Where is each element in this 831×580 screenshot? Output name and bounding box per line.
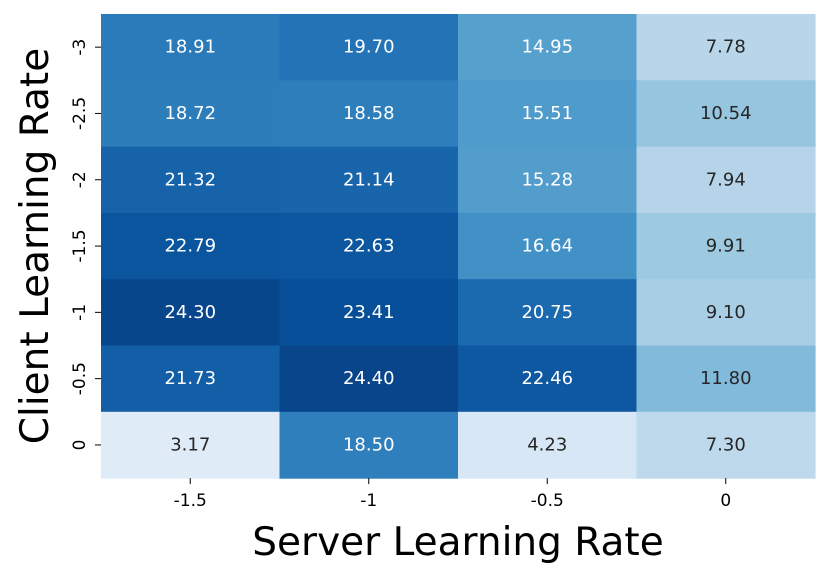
x-axis-title: Server Learning Rate [252, 520, 663, 565]
cell-value-label: 23.41 [343, 302, 395, 323]
heatmap-cell [458, 146, 638, 214]
cell-value-label: 22.63 [343, 236, 395, 257]
cell-value-label: 18.50 [343, 434, 395, 455]
cell-value-label: 3.17 [170, 434, 210, 455]
heatmap-cell [458, 411, 638, 479]
heatmap-cell [636, 146, 816, 214]
heatmap-cell [458, 212, 638, 280]
y-tick-label: -2 [70, 171, 90, 188]
y-tick-label: -2.5 [70, 97, 90, 130]
cell-value-label: 22.46 [521, 368, 573, 389]
cell-value-label: 18.91 [164, 37, 216, 58]
cell-value-label: 16.64 [521, 236, 573, 257]
cell-value-label: 19.70 [343, 37, 395, 58]
cell-value-label: 4.23 [527, 434, 567, 455]
cell-value-label: 7.30 [706, 434, 746, 455]
heatmap-cell [279, 411, 459, 479]
cell-value-label: 7.94 [706, 169, 746, 190]
y-axis-ticks: -3 -2.5 -2 -1.5 -1 -0.5 0 [70, 39, 101, 451]
x-tick-label: 0 [720, 491, 731, 511]
cell-value-label: 24.40 [343, 368, 395, 389]
heatmap-cell [458, 345, 638, 413]
cell-value-label: 22.79 [164, 236, 216, 257]
y-tick-label: -0.5 [70, 362, 90, 395]
y-axis-title: Client Learning Rate [13, 48, 58, 444]
heatmap-cell [458, 279, 638, 347]
cell-value-label: 18.72 [164, 103, 216, 124]
heatmap-cell [636, 212, 816, 280]
y-tick-label: -1.5 [70, 229, 90, 262]
cell-value-label: 14.95 [521, 37, 573, 58]
heatmap-cell [279, 345, 459, 413]
cell-value-label: 21.32 [164, 169, 216, 190]
cell-value-label: 9.91 [706, 236, 746, 257]
heatmap-cell [279, 279, 459, 347]
heatmap-cell [101, 146, 281, 214]
heatmap-cell [636, 80, 816, 148]
heatmap-cell [101, 80, 281, 148]
cell-value-label: 7.78 [706, 37, 746, 58]
heatmap-cell [636, 345, 816, 413]
cell-value-label: 24.30 [164, 302, 216, 323]
heatmap-cell [101, 14, 281, 81]
heatmap-cell [101, 411, 281, 479]
cell-value-label: 10.54 [700, 103, 752, 124]
cell-value-label: 9.10 [706, 302, 746, 323]
heatmap-cell [101, 345, 281, 413]
heatmap-cell [101, 212, 281, 280]
y-tick-label: 0 [70, 440, 90, 451]
cell-value-label: 20.75 [521, 302, 573, 323]
heatmap-cell [279, 212, 459, 280]
heatmap-cell [279, 80, 459, 148]
x-tick-label: -1 [360, 491, 377, 511]
heatmap-cell [636, 411, 816, 479]
cell-value-labels: 18.91 19.70 14.95 7.78 18.72 18.58 15.51 10.54 2… [164, 37, 751, 456]
heatmap-cell [636, 279, 816, 347]
y-tick-label: -1 [70, 304, 90, 321]
cell-value-label: 11.80 [700, 368, 752, 389]
x-tick-label: -0.5 [531, 491, 564, 511]
cell-value-label: 18.58 [343, 103, 395, 124]
x-tick-label: -1.5 [174, 491, 207, 511]
heatmap-cell [279, 146, 459, 214]
cell-value-label: 15.28 [521, 169, 573, 190]
cell-value-label: 15.51 [521, 103, 573, 124]
x-axis-ticks: -1.5 -1 -0.5 0 [174, 478, 731, 511]
heatmap-cell [458, 80, 638, 148]
cell-value-label: 21.14 [343, 169, 395, 190]
heatmap-cell [458, 14, 638, 81]
heatmap-cell [279, 14, 459, 81]
heatmap-cell [636, 14, 816, 81]
cell-value-label: 21.73 [164, 368, 216, 389]
heatmap-cell [101, 279, 281, 347]
y-tick-label: -3 [70, 39, 90, 56]
heatmap-cells [101, 14, 816, 479]
